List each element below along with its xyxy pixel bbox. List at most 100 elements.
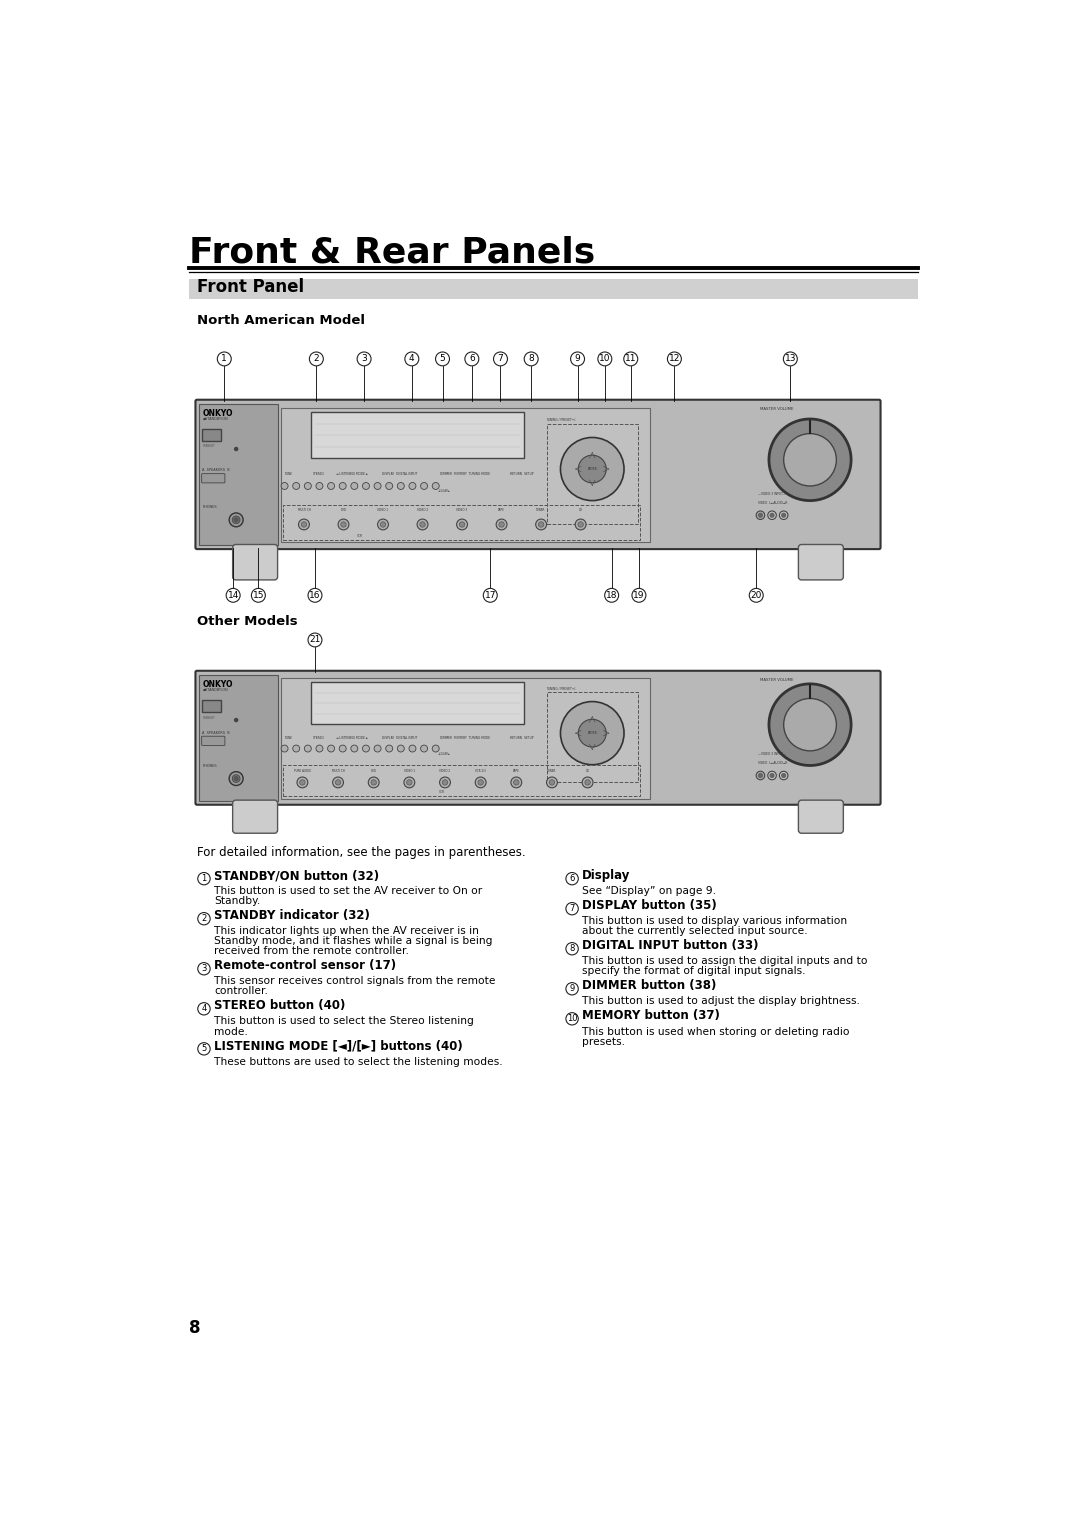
Circle shape xyxy=(308,588,322,602)
Text: Front Panel: Front Panel xyxy=(197,278,305,296)
Circle shape xyxy=(226,588,240,602)
Bar xyxy=(311,683,524,724)
Text: LISTENING MODE [◄]/[►] buttons (40): LISTENING MODE [◄]/[►] buttons (40) xyxy=(214,1039,463,1053)
Text: DISPLAY  DIGITAL INPUT: DISPLAY DIGITAL INPUT xyxy=(382,735,418,740)
Text: VIDEO 2: VIDEO 2 xyxy=(440,769,450,773)
Circle shape xyxy=(578,720,606,747)
Circle shape xyxy=(784,698,836,750)
Text: MASTER VOLUME: MASTER VOLUME xyxy=(759,678,793,683)
Circle shape xyxy=(407,779,413,785)
Circle shape xyxy=(409,483,416,489)
Circle shape xyxy=(335,779,341,785)
Text: 9: 9 xyxy=(569,984,575,993)
Text: This button is used to select the Stereo listening: This button is used to select the Stereo… xyxy=(214,1016,474,1027)
Text: PHONES: PHONES xyxy=(202,764,217,769)
Circle shape xyxy=(632,588,646,602)
Text: 3: 3 xyxy=(361,354,367,364)
Text: ◄CLEAR►: ◄CLEAR► xyxy=(437,752,450,756)
Circle shape xyxy=(339,483,347,489)
Circle shape xyxy=(368,778,379,788)
Text: 5: 5 xyxy=(201,1044,206,1053)
Text: 15: 15 xyxy=(253,591,265,601)
Circle shape xyxy=(443,779,448,785)
Circle shape xyxy=(198,872,211,885)
Circle shape xyxy=(432,746,440,752)
Circle shape xyxy=(409,746,416,752)
Circle shape xyxy=(299,779,306,785)
Text: STEREO: STEREO xyxy=(312,472,324,477)
Circle shape xyxy=(404,778,415,788)
Circle shape xyxy=(566,943,578,955)
Text: This button is used when storing or deleting radio: This button is used when storing or dele… xyxy=(582,1027,850,1036)
Text: Other Models: Other Models xyxy=(197,614,298,628)
Circle shape xyxy=(539,521,544,527)
Circle shape xyxy=(780,510,788,520)
Text: STANDBY indicator (32): STANDBY indicator (32) xyxy=(214,909,370,921)
Bar xyxy=(311,413,524,458)
Text: 2: 2 xyxy=(313,354,320,364)
Text: ENTER: ENTER xyxy=(588,468,597,471)
Text: MEMORY button (37): MEMORY button (37) xyxy=(582,1008,720,1022)
FancyBboxPatch shape xyxy=(798,544,843,581)
Circle shape xyxy=(499,521,504,527)
Text: VCR: VCR xyxy=(356,533,363,538)
Text: 17: 17 xyxy=(485,591,496,601)
Circle shape xyxy=(372,779,377,785)
Circle shape xyxy=(405,351,419,365)
Text: mode.: mode. xyxy=(214,1027,248,1036)
Text: MULTI CH: MULTI CH xyxy=(298,509,310,512)
Circle shape xyxy=(298,520,309,530)
Text: Remote-control sensor (17): Remote-control sensor (17) xyxy=(214,960,396,972)
Circle shape xyxy=(363,483,369,489)
Circle shape xyxy=(232,516,240,524)
Text: STANDBY/ON button (32): STANDBY/ON button (32) xyxy=(214,869,379,882)
Text: DISPLAY button (35): DISPLAY button (35) xyxy=(582,898,717,912)
Circle shape xyxy=(435,351,449,365)
Circle shape xyxy=(252,588,266,602)
Circle shape xyxy=(293,483,299,489)
Circle shape xyxy=(386,746,393,752)
Circle shape xyxy=(327,746,335,752)
Text: MASTER VOLUME: MASTER VOLUME xyxy=(759,408,793,411)
Circle shape xyxy=(420,746,428,752)
Circle shape xyxy=(750,588,764,602)
Circle shape xyxy=(432,483,440,489)
Circle shape xyxy=(281,483,288,489)
Circle shape xyxy=(496,520,507,530)
Circle shape xyxy=(478,779,484,785)
Text: VIDEO 1: VIDEO 1 xyxy=(404,769,415,773)
Text: DVD: DVD xyxy=(370,769,377,773)
Text: PURE AUDIO: PURE AUDIO xyxy=(294,769,311,773)
Text: STEREO: STEREO xyxy=(312,735,324,740)
Text: ◄ LISTENING MODE ►: ◄ LISTENING MODE ► xyxy=(336,735,368,740)
Text: STANDBY: STANDBY xyxy=(202,445,215,449)
Text: 2: 2 xyxy=(201,914,206,923)
Text: 19: 19 xyxy=(633,591,645,601)
Text: 6: 6 xyxy=(569,874,575,883)
Circle shape xyxy=(309,351,323,365)
Circle shape xyxy=(301,521,307,527)
Text: 7: 7 xyxy=(569,905,575,914)
Circle shape xyxy=(308,633,322,646)
Text: 10: 10 xyxy=(567,1015,578,1024)
Circle shape xyxy=(624,351,637,365)
Circle shape xyxy=(598,351,611,365)
Circle shape xyxy=(459,521,464,527)
Circle shape xyxy=(582,778,593,788)
Text: 13: 13 xyxy=(784,354,796,364)
Circle shape xyxy=(420,483,428,489)
Text: TUNER: TUNER xyxy=(537,509,545,512)
Bar xyxy=(282,678,649,799)
Text: TUNING / PRESET+/-: TUNING / PRESET+/- xyxy=(546,419,577,422)
Text: 3: 3 xyxy=(201,964,206,973)
Circle shape xyxy=(316,746,323,752)
FancyBboxPatch shape xyxy=(202,736,225,746)
Circle shape xyxy=(605,588,619,602)
Circle shape xyxy=(440,778,450,788)
Text: ●STANDBY/ON: ●STANDBY/ON xyxy=(202,688,228,692)
Circle shape xyxy=(566,903,578,915)
Circle shape xyxy=(234,776,238,781)
Circle shape xyxy=(511,778,522,788)
Text: TUNER: TUNER xyxy=(548,769,556,773)
Text: TONE: TONE xyxy=(284,735,292,740)
